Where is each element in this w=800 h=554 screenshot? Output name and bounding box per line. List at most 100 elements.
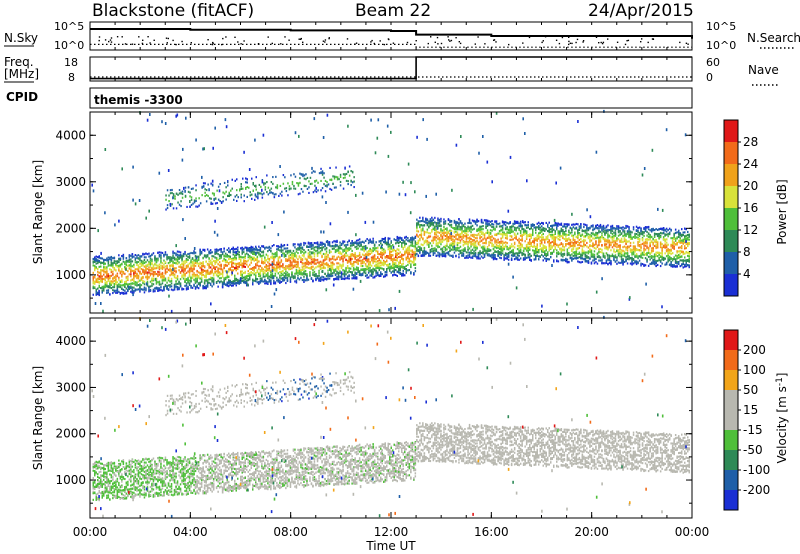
power-cell [512,252,514,255]
power-cell [127,277,129,280]
power-cell [417,250,420,253]
power-cell [191,273,194,276]
power-cell [107,289,110,292]
power-cell [381,254,383,257]
power-cell [214,197,217,200]
power-cell [257,197,259,200]
power-cell [354,271,356,274]
power-cell [396,239,398,242]
power-cell [428,245,430,248]
power-cell [190,280,192,283]
power-cell [245,187,247,190]
power-cell [253,259,255,262]
power-cell [262,271,265,274]
power-cell [268,269,271,272]
power-cell [411,240,414,243]
power-cell [310,267,313,270]
power-cell [193,250,195,253]
power-cell [220,264,222,267]
power-cell [309,242,311,245]
power-cell [292,252,295,255]
search-noise-dot [147,36,149,38]
power-cell [474,248,477,251]
power-cell [465,227,468,230]
freq-left-tick-bottom: 8 [68,71,75,84]
power-cell [407,257,409,260]
power-cell [194,277,197,280]
power-cell [140,279,143,282]
power-cell [327,272,329,275]
power-cell [250,245,252,248]
power-cell [277,280,280,283]
power-cell [133,277,135,280]
power-cell [273,280,275,283]
power-cell [458,247,460,250]
power-cell [441,232,444,235]
power-cell [95,279,97,282]
power-cell [286,276,289,279]
power-cell [366,260,368,263]
power-cell [194,251,197,254]
power-cell [363,254,365,257]
power-cell [411,236,414,239]
power-cell [133,255,135,258]
power-cell [455,220,457,223]
power-cell [366,258,368,261]
power-cell [497,250,499,253]
power-cell [449,221,451,224]
power-cell [164,285,167,288]
power-cell [405,264,407,267]
power-cell [303,268,305,271]
power-cell [226,253,228,256]
power-cell [348,277,350,280]
power-cell [459,250,462,253]
power-cell [452,248,454,251]
power-cell [471,248,474,251]
power-cell [408,247,411,250]
power-cell [118,278,120,281]
power-cell [407,255,409,258]
power-cell [179,271,182,274]
power-cell [456,222,459,225]
power-cell [185,282,188,285]
power-cell [176,250,179,253]
power-cell [196,279,198,282]
power-cell [181,269,183,272]
power-cell [223,257,225,260]
power-cell [482,231,484,234]
power-cell [465,242,468,245]
power-cell [423,240,426,243]
power-cell [492,226,495,229]
power-cell [240,263,242,266]
power-cell [170,271,173,274]
power-cell [346,241,349,244]
power-cell [452,238,454,241]
power-cell [390,245,392,248]
power-cell [285,190,288,193]
power-cell [336,240,338,243]
power-cell [366,251,368,254]
power-cell [128,255,131,258]
power-cell [124,285,126,288]
power-cell [276,276,278,279]
power-cell [197,271,200,274]
power-cell [106,257,108,260]
power-cell [252,189,254,192]
power-cell [271,272,274,275]
power-cell [149,257,152,260]
power-cell [339,251,341,254]
power-cell [500,240,502,243]
power-cell [199,263,201,266]
power-cell [392,267,394,270]
power-cell [240,258,242,261]
power-cell [384,238,386,241]
power-cell [300,242,302,245]
power-cell [491,235,493,238]
power-cell [354,253,356,256]
power-cell [255,272,257,275]
power-cell [405,251,407,254]
power-cell [109,275,111,278]
power-cell [191,257,194,260]
power-cell [438,255,441,258]
power-cell [121,273,123,276]
